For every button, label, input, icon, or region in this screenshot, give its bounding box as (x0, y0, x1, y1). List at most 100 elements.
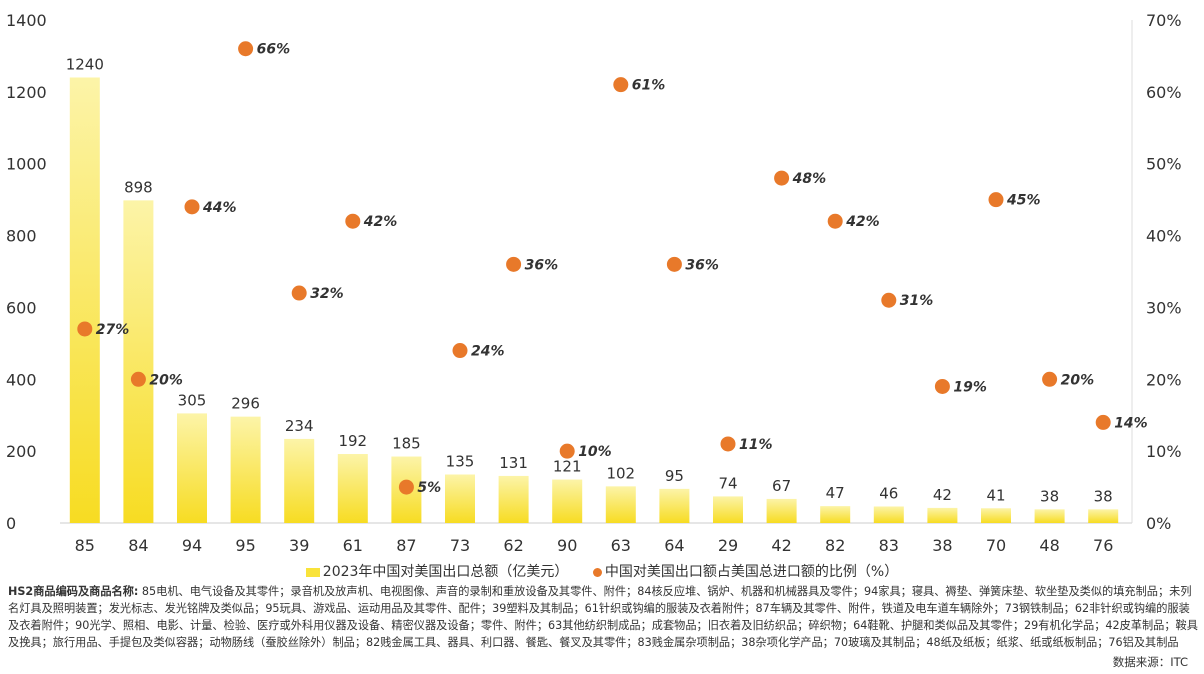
data-source: 数据来源：ITC (1112, 655, 1188, 669)
dot-value-label: 20% (149, 372, 183, 388)
dot-value-label: 24% (471, 344, 505, 360)
dot (291, 285, 307, 301)
legend-item-dots: 中国对美国出口额占美国总进口额的比例（%） (592, 561, 899, 581)
legend-label-dots: 中国对美国出口额占美国总进口额的比例（%） (604, 564, 899, 580)
x-tick-label: 84 (128, 536, 148, 555)
y-left-tick-label: 800 (6, 227, 37, 246)
x-tick-label: 48 (1039, 536, 1059, 555)
bar (284, 438, 315, 523)
dot-value-label: 19% (953, 379, 987, 395)
bar-value-label: 95 (665, 467, 684, 485)
bar (981, 508, 1011, 523)
legend-swatch-bar (305, 567, 320, 577)
bar (1034, 509, 1065, 523)
y-left-tick-label: 1200 (6, 83, 47, 102)
chart: 0 200 400 600 800 1000 1200 1400 0% 10% 20% 30% 40%… (6, 11, 1182, 555)
dot (1095, 414, 1111, 430)
dot (77, 321, 93, 337)
bar-value-label: 47 (826, 484, 845, 502)
bar-value-label: 305 (178, 391, 207, 409)
x-tick-label: 90 (557, 536, 577, 555)
dot-value-label: 32% (310, 286, 344, 302)
bar-value-label: 898 (124, 178, 153, 196)
y-right-tick-label: 50% (1146, 155, 1182, 174)
dot (345, 213, 361, 229)
bar-value-label: 67 (772, 477, 791, 495)
bar-value-label: 131 (499, 454, 528, 472)
bar-value-label: 38 (1040, 487, 1059, 505)
y-left-tick-label: 1400 (6, 11, 47, 30)
bar-value-label: 102 (606, 464, 635, 482)
y-left-tick-label: 200 (6, 442, 37, 461)
x-tick-label: 70 (986, 536, 1006, 555)
dot (613, 77, 629, 93)
x-tick-label: 76 (1093, 536, 1113, 555)
y-left-tick-label: 0 (6, 514, 16, 533)
dot-value-label: 14% (1114, 415, 1148, 431)
bar (659, 488, 690, 523)
dot-value-label: 42% (363, 214, 398, 230)
bar-value-label: 1240 (66, 55, 104, 73)
legend: 2023年中国对美国出口总额（亿美元） 中国对美国出口额占美国总进口额的比例（%… (0, 561, 1204, 581)
dot (130, 371, 146, 387)
y-axis-right: 0% 10% 20% 30% 40% 50% 60% 70% (1146, 11, 1182, 533)
x-tick-label: 95 (235, 536, 255, 555)
legend-item-bars: 2023年中国对美国出口总额（亿美元） (305, 561, 569, 581)
dot (184, 199, 200, 215)
dot-value-label: 48% (792, 171, 827, 187)
bar-value-label: 121 (553, 458, 582, 476)
bar (873, 506, 904, 523)
dot-value-label: 11% (739, 437, 773, 453)
y-axis-left: 0 200 400 600 800 1000 1200 1400 (6, 11, 47, 533)
bar (230, 416, 261, 523)
footnote-text: 85电机、电气设备及其零件；录音机及放声机、电视图像、声音的录制和重放设备及其零… (8, 585, 1198, 649)
x-tick-label: 82 (825, 536, 845, 555)
y-right-tick-label: 20% (1146, 370, 1182, 389)
dot (559, 443, 575, 459)
footnote: HS2商品编码及商品名称: 85电机、电气设备及其零件；录音机及放声机、电视图像… (8, 583, 1198, 651)
dot (666, 256, 682, 272)
bar (605, 486, 636, 523)
x-tick-label: 64 (664, 536, 684, 555)
bar (445, 474, 475, 523)
dot-labels: 27% 20% 44% 66% 32% 42% 5% 24% 36% 10% 61% 36% 11% 48… (96, 42, 1148, 496)
legend-label-bars: 2023年中国对美国出口总额（亿美元） (322, 564, 569, 580)
bar (69, 77, 100, 523)
y-right-tick-label: 10% (1146, 442, 1182, 461)
bar-value-label: 192 (338, 432, 367, 450)
bar (927, 507, 958, 523)
bar (123, 200, 154, 523)
y-left-tick-label: 1000 (6, 155, 47, 174)
bar-value-label: 74 (718, 474, 737, 492)
dot (506, 256, 522, 272)
bar-value-label: 296 (231, 395, 260, 413)
y-right-tick-label: 70% (1146, 11, 1182, 30)
legend-swatch-dot (592, 567, 602, 577)
footnote-label: HS2商品编码及商品名称: (8, 585, 139, 598)
dot-value-label: 20% (1061, 372, 1095, 388)
bar-series (69, 77, 1119, 523)
bar-value-label: 185 (392, 435, 421, 453)
x-tick-label: 42 (771, 536, 791, 555)
x-tick-label: 73 (450, 536, 470, 555)
bar (1088, 509, 1119, 523)
dot (452, 343, 468, 359)
dot-value-label: 45% (1006, 193, 1041, 209)
dot-value-label: 5% (417, 480, 441, 496)
x-tick-label: 61 (343, 536, 363, 555)
bar-value-label: 38 (1094, 487, 1113, 505)
bar (713, 496, 743, 523)
x-tick-label: 94 (182, 536, 202, 555)
dot (988, 192, 1004, 208)
x-tick-label: 85 (75, 536, 95, 555)
y-left-tick-label: 600 (6, 298, 37, 317)
dot (881, 292, 897, 308)
bar (552, 479, 583, 523)
bar-value-label: 135 (446, 452, 475, 470)
bar-value-label: 46 (879, 484, 898, 502)
y-right-tick-label: 0% (1146, 514, 1171, 533)
bar-value-label: 234 (285, 417, 314, 435)
dot (398, 479, 414, 495)
y-left-tick-label: 400 (6, 370, 37, 389)
dot (1042, 371, 1058, 387)
